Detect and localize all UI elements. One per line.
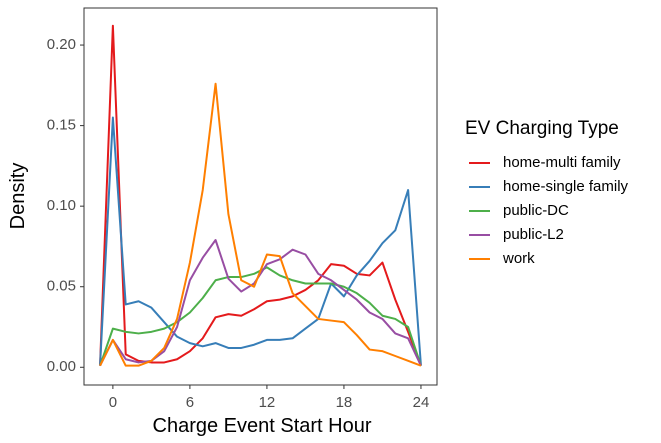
y-tick-label: 0.05 [47,278,76,295]
legend-label: public-DC [503,202,569,219]
legend-label: public-L2 [503,226,564,243]
y-tick-label: 0.00 [47,358,76,375]
y-tick-label: 0.15 [47,117,76,134]
x-tick-label: 12 [259,394,276,411]
y-axis-title: Density [7,163,29,230]
series-line [99,239,422,367]
legend-title: EV Charging Type [465,118,619,139]
x-axis-title: Charge Event Start Hour [153,415,372,437]
x-tick-label: 24 [413,394,430,411]
legend-label: home-single family [503,178,629,195]
y-tick-label: 0.20 [47,36,76,53]
x-tick-label: 0 [109,394,117,411]
x-tick-label: 18 [336,394,353,411]
series-line [99,116,422,366]
series-line [99,24,422,367]
y-tick-label: 0.10 [47,197,76,214]
x-tick-label: 6 [186,394,194,411]
panel-border [83,7,438,386]
legend-label: work [502,250,535,267]
legend-label: home-multi family [503,154,621,171]
series-line [99,82,422,367]
